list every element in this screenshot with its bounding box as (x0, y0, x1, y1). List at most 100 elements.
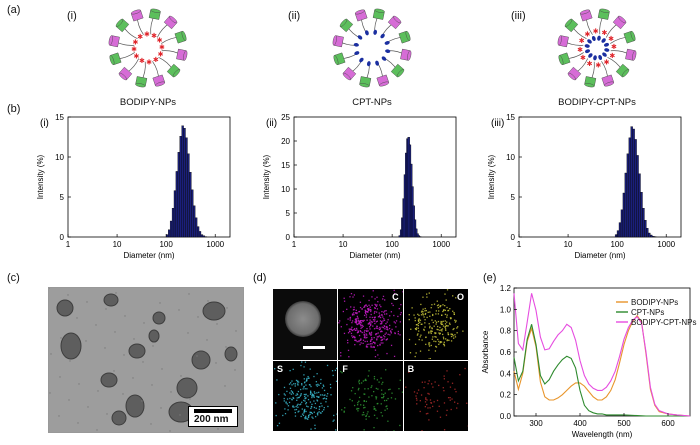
edx-signal-dot (434, 340, 437, 343)
histogram-bar (169, 220, 173, 238)
edx-signal-dot (453, 319, 456, 321)
block-cap (183, 50, 188, 61)
edx-signal-dot (314, 427, 316, 429)
edx-signal-dot (441, 323, 443, 325)
edx-signal-dot (370, 313, 373, 316)
edx-signal-dot (366, 328, 368, 330)
edx-signal-dot (297, 380, 300, 383)
edx-signal-dot (433, 400, 435, 402)
edx-signal-dot (372, 325, 374, 327)
edx-signal-dot (411, 307, 413, 309)
x-tick-label: 1 (66, 240, 71, 249)
histogram-bar (202, 235, 206, 238)
background-speck (206, 339, 208, 341)
edx-signal-dot (321, 386, 324, 389)
edx-signal-dot (380, 320, 382, 322)
edx-signal-dot (318, 408, 320, 410)
edx-signal-dot (377, 378, 379, 380)
background-speck (122, 393, 124, 395)
edx-signal-dot (305, 396, 307, 399)
edx-signal-dot (311, 412, 313, 414)
edx-signal-dot (450, 335, 452, 338)
edx-signal-dot (408, 318, 410, 321)
background-speck (216, 323, 218, 325)
edx-signal-dot (434, 350, 436, 352)
edx-signal-dot (419, 334, 422, 336)
edx-signal-dot (420, 323, 422, 325)
edx-signal-dot (364, 314, 366, 317)
y-tick-label: 10 (55, 153, 64, 162)
nanoparticle (56, 299, 74, 317)
edx-signal-dot (380, 316, 382, 319)
edx-signal-dot (344, 406, 346, 408)
nanoparticle (176, 377, 198, 399)
edx-signal-dot (304, 399, 306, 402)
edx-signal-dot (375, 355, 377, 358)
edx-signal-dot (434, 320, 436, 322)
edx-signal-dot (302, 387, 304, 390)
edx-signal-dot (299, 388, 302, 390)
edx-signal-dot (417, 322, 419, 325)
edx-signal-dot (435, 336, 437, 338)
block-cap (115, 18, 124, 27)
edx-signal-dot (356, 309, 358, 312)
edx-signal-dot (344, 300, 346, 302)
edx-signal-dot (379, 314, 381, 316)
edx-signal-dot (442, 386, 444, 388)
edx-signal-dot (416, 392, 418, 394)
block-cap (618, 15, 627, 24)
edx-signal-dot (297, 379, 299, 382)
edx-signal-dot (391, 344, 393, 347)
edx-signal-dot (454, 321, 456, 323)
edx-signal-dot (343, 410, 346, 412)
edx-signal-dot (310, 405, 313, 407)
cpt-drug (598, 54, 603, 61)
edx-signal-dot (428, 342, 430, 344)
block-cap (332, 35, 337, 46)
background-speck (142, 361, 144, 363)
edx-signal-dot (306, 387, 308, 389)
edx-signal-dot (433, 332, 436, 334)
edx-signal-dot (311, 393, 314, 395)
edx-signal-dot (359, 322, 361, 324)
background-speck (224, 385, 226, 387)
edx-signal-dot (296, 392, 298, 394)
edx-signal-dot (380, 336, 383, 339)
edx-signal-dot (363, 306, 365, 308)
edx-signal-dot (367, 346, 369, 348)
edx-signal-dot (375, 327, 378, 329)
edx-signal-dot (365, 311, 367, 313)
panel-label-b: (b) (7, 103, 21, 115)
background-speck (69, 360, 71, 362)
background-speck (188, 293, 190, 295)
edx-signal-dot (296, 393, 299, 395)
edx-signal-dot (368, 299, 371, 302)
block-cap (172, 69, 181, 78)
edx-signal-dot (276, 378, 278, 381)
edx-signal-dot (374, 346, 376, 348)
edx-signal-dot (362, 320, 365, 322)
edx-signal-dot (371, 331, 373, 333)
bodipy-star: ✱ (585, 30, 591, 38)
edx-signal-dot (294, 414, 297, 417)
edx-signal-dot (316, 398, 318, 401)
edx-signal-dot (370, 323, 372, 326)
edx-signal-dot (305, 379, 308, 382)
edx-signal-dot (446, 339, 448, 342)
edx-signal-dot (356, 312, 359, 314)
edx-signal-dot (456, 402, 459, 404)
block-cap (558, 55, 564, 66)
background-speck (159, 302, 161, 304)
bodipy-cpt-nps-label: BODIPY-CPT-NPs (558, 97, 636, 108)
histogram-bar (622, 192, 625, 238)
x-tick-label: 600 (661, 419, 675, 428)
edx-signal-dot (366, 316, 368, 318)
edx-signal-dot (424, 400, 426, 403)
edx-signal-dot (386, 352, 388, 355)
edx-signal-dot (391, 332, 393, 334)
edx-signal-dot (427, 392, 429, 394)
edx-signal-dot (374, 310, 376, 313)
edx-signal-dot (418, 321, 421, 324)
polymer-block (174, 30, 187, 44)
edx-signal-dot (293, 382, 295, 384)
